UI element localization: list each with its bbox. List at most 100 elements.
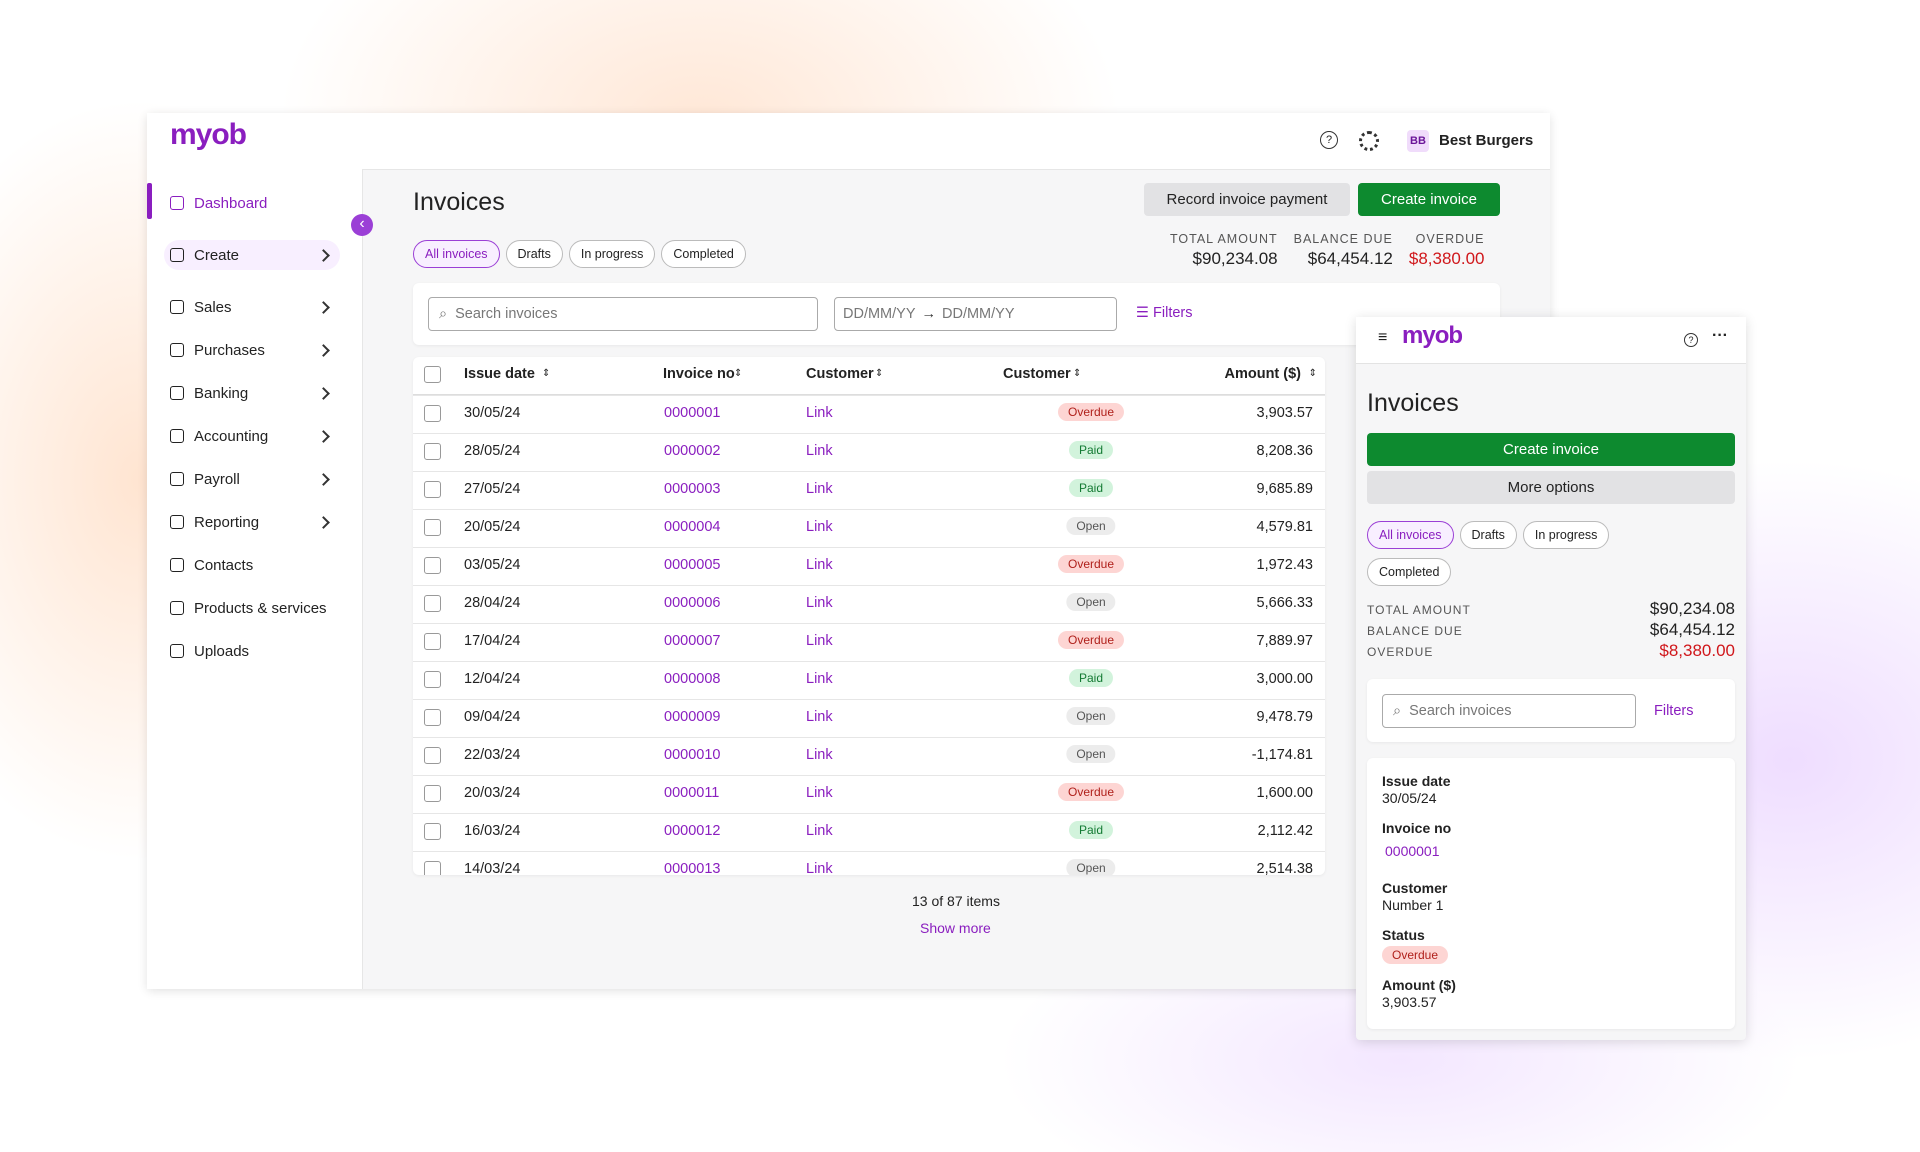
filters-link[interactable]: ☰ Filters [1136,305,1193,321]
chevron [317,300,330,314]
row-checkbox[interactable] [424,405,441,422]
customer-link[interactable]: Link [806,633,833,649]
filter-tab[interactable]: Drafts [505,240,563,268]
customer-link[interactable]: Link [806,481,833,497]
invoice-number[interactable]: 0000005 [664,557,721,573]
row-divider [413,699,1325,700]
user-name[interactable]: Best Burgers [1439,132,1534,149]
issue-date: 20/03/24 [464,785,521,801]
row-divider [413,471,1325,472]
avatar[interactable]: BB [1407,130,1429,152]
create-invoice-button[interactable]: Create invoice [1358,183,1500,216]
help-icon[interactable]: ? [1684,333,1698,347]
card-value: 30/05/24 [1382,790,1437,806]
filter-tab[interactable]: Completed [1367,558,1452,586]
filter-tab[interactable]: All invoices [413,240,500,268]
nav-item[interactable]: Contacts [170,550,340,580]
more-icon[interactable]: ··· [1712,327,1728,344]
customer-link[interactable]: Link [806,709,833,725]
mobile-create-button[interactable]: Create invoice [1367,433,1735,466]
amount: 7,889.97 [1256,633,1313,649]
mobile-more-button[interactable]: More options [1367,471,1735,504]
column-header[interactable]: Customer [1003,366,1071,382]
nav-item[interactable]: Payroll [170,464,340,494]
row-checkbox[interactable] [424,443,441,460]
invoice-number[interactable]: 0000002 [664,443,721,459]
customer-link[interactable]: Link [806,823,833,839]
row-checkbox[interactable] [424,481,441,498]
amount: 1,972.43 [1256,557,1313,573]
settings-icon[interactable] [1359,131,1379,151]
invoice-number[interactable]: 0000007 [664,633,721,649]
card-value[interactable]: 0000001 [1385,843,1440,859]
customer-link[interactable]: Link [806,785,833,801]
customer-link[interactable]: Link [806,405,833,421]
record-payment-button[interactable]: Record invoice payment [1144,183,1350,216]
row-checkbox[interactable] [424,633,441,650]
issue-date: 30/05/24 [464,405,521,421]
row-checkbox[interactable] [424,861,441,875]
row-checkbox[interactable] [424,785,441,802]
nav-item[interactable]: Products & services [170,593,340,623]
customer-link[interactable]: Link [806,557,833,573]
invoice-number[interactable]: 0000013 [664,861,721,875]
card-label: Customer [1382,880,1448,896]
nav-item[interactable]: Create [164,240,340,270]
invoice-number[interactable]: 0000003 [664,481,721,497]
amount: 8,208.36 [1256,443,1313,459]
nav-item[interactable]: Dashboard [170,188,340,218]
row-checkbox[interactable] [424,671,441,688]
row-checkbox[interactable] [424,519,441,536]
issue-date: 09/04/24 [464,709,521,725]
search-input[interactable]: ⌕ Search invoices [428,297,818,331]
invoice-number[interactable]: 0000006 [664,595,721,611]
column-header[interactable]: Amount ($) [1224,366,1301,382]
status-badge: Overdue [1057,783,1125,801]
filter-tab[interactable]: In progress [568,240,656,268]
invoice-number[interactable]: 0000004 [664,519,721,535]
filter-tab[interactable]: In progress [1522,521,1610,549]
column-header[interactable]: Issue date [464,366,535,382]
customer-link[interactable]: Link [806,519,833,535]
filter-tab[interactable]: Completed [661,240,746,268]
nav-item[interactable]: Banking [170,378,340,408]
nav-item[interactable]: Reporting [170,507,340,537]
invoice-number[interactable]: 0000009 [664,709,721,725]
row-checkbox[interactable] [424,709,441,726]
customer-link[interactable]: Link [806,747,833,763]
help-icon[interactable]: ? [1320,131,1338,149]
row-checkbox[interactable] [424,595,441,612]
invoice-number[interactable]: 0000001 [664,405,721,421]
row-divider [413,395,1325,396]
filter-tab[interactable]: Drafts [1459,521,1517,549]
column-header[interactable]: Invoice no [663,366,735,382]
invoice-number[interactable]: 0000012 [664,823,721,839]
row-checkbox[interactable] [424,747,441,764]
nav-item[interactable]: Uploads [170,636,340,666]
collapse-button[interactable]: ‹ [351,214,373,236]
show-more[interactable]: Show more [920,920,991,936]
mobile-invoice-card [1367,758,1735,1029]
hamburger[interactable]: ≡ [1378,329,1388,346]
invoice-number[interactable]: 0000011 [664,785,720,801]
nav-item[interactable]: Sales [170,292,340,322]
customer-link[interactable]: Link [806,595,833,611]
row-checkbox[interactable] [424,557,441,574]
nav-item[interactable]: Accounting [170,421,340,451]
filters-link[interactable]: Filters [1654,703,1694,719]
customer-link[interactable]: Link [806,861,833,875]
status-badge: Overdue [1057,555,1125,573]
search-input[interactable]: ⌕ Search invoices [1382,694,1636,728]
customer-link[interactable]: Link [806,671,833,687]
customer-link[interactable]: Link [806,443,833,459]
invoice-number[interactable]: 0000008 [664,671,721,687]
invoice-number[interactable]: 0000010 [664,747,721,763]
nav-item[interactable]: Purchases [170,335,340,365]
row-checkbox[interactable] [424,823,441,840]
amount: -1,174.81 [1251,747,1313,763]
status-badge: Open [1066,745,1116,763]
date-range[interactable]: DD/MM/YY → DD/MM/YY [834,297,1117,331]
header-checkbox[interactable] [424,366,441,383]
column-header[interactable]: Customer [806,366,874,382]
filter-tab[interactable]: All invoices [1367,521,1454,549]
